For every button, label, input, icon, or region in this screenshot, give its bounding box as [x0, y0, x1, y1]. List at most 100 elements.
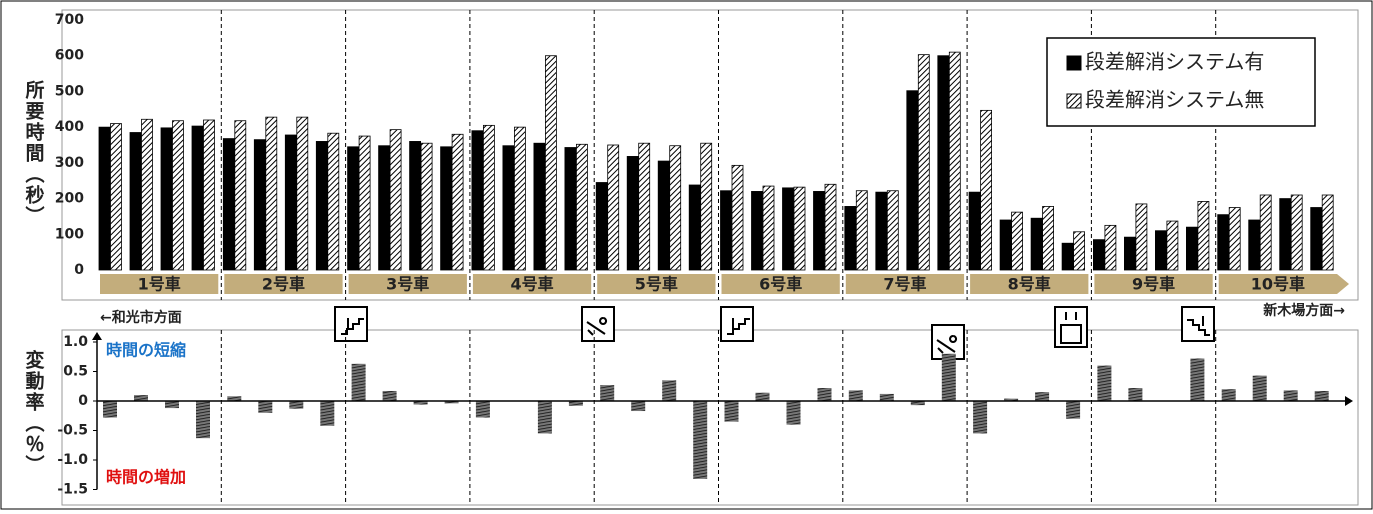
bar: [941, 353, 956, 401]
bar: [631, 401, 646, 412]
bar: [720, 190, 732, 271]
bar: [1004, 398, 1019, 401]
annotation: 時間の増加: [106, 468, 186, 487]
bar: [1248, 219, 1261, 271]
bar: [129, 132, 142, 271]
bar: [413, 401, 428, 405]
bar: [1093, 239, 1105, 271]
bar: [724, 401, 739, 422]
axis-arrow: [92, 332, 102, 340]
bar: [848, 390, 863, 401]
bar: [855, 190, 868, 271]
bar: [172, 120, 184, 271]
bar: [265, 116, 278, 271]
bottom-panel: [61, 329, 1359, 506]
bar: [409, 141, 422, 271]
axis-arrow: [1345, 396, 1353, 406]
bar: [1279, 198, 1292, 271]
bar: [222, 138, 235, 271]
bar: [595, 182, 608, 271]
y-tick-label: 0: [78, 393, 88, 409]
car-band: [348, 274, 467, 294]
bar: [817, 388, 832, 401]
car-band: [224, 274, 343, 294]
y-tick-label: 0.5: [63, 364, 88, 380]
bar: [1124, 236, 1136, 271]
bar: [793, 186, 806, 271]
bar: [227, 396, 242, 401]
car-label: 2号車: [262, 275, 305, 294]
bar: [973, 401, 988, 434]
y-tick-label: 100: [55, 226, 84, 242]
icons: [334, 306, 1215, 360]
bar: [1097, 365, 1112, 401]
bar: [999, 219, 1012, 271]
legend-swatch: [1066, 93, 1082, 109]
bar: [378, 145, 391, 271]
bar: [917, 54, 930, 271]
y-tick-label: 0: [74, 262, 84, 278]
bar: [731, 164, 744, 271]
bar: [1321, 194, 1334, 271]
car-band: [970, 274, 1089, 294]
bar: [879, 393, 894, 401]
bar: [910, 401, 925, 406]
car-band: [597, 274, 716, 294]
bar: [875, 191, 888, 271]
car-band: [845, 274, 965, 294]
bar: [886, 190, 899, 271]
y-tick-label: -1.5: [57, 482, 88, 498]
bar: [475, 401, 490, 418]
bar: [937, 55, 950, 271]
bar: [824, 183, 837, 271]
y-axis-title: 所要時間（秒）: [23, 80, 45, 227]
bar: [514, 126, 526, 271]
bar: [564, 147, 577, 271]
car-band: [472, 274, 592, 294]
legend-label: 段差解消システム無: [1085, 88, 1264, 112]
bar: [502, 145, 515, 271]
y-tick-label: 600: [55, 48, 84, 64]
bar: [1061, 242, 1074, 271]
bar: [258, 401, 273, 413]
y-tick-label: 200: [55, 191, 84, 207]
bar: [1128, 388, 1143, 401]
bar: [657, 160, 670, 271]
bar: [813, 191, 825, 271]
annotation: 時間の短縮: [106, 341, 186, 360]
top-panel: [61, 9, 1359, 301]
bar: [1166, 220, 1179, 271]
car-label: 9号車: [1132, 275, 1175, 294]
y-tick-label: 300: [55, 155, 84, 171]
bar: [1104, 224, 1117, 271]
y-tick-label: 1.0: [63, 334, 88, 350]
bar: [980, 109, 992, 271]
bar: [1030, 217, 1043, 271]
bar: [1035, 392, 1050, 401]
car-band: [100, 274, 219, 294]
bar: [1228, 207, 1241, 271]
bar: [444, 401, 459, 404]
bar: [451, 133, 464, 271]
bar: [440, 146, 453, 271]
car-label: 8号車: [1008, 275, 1051, 294]
bar: [1073, 231, 1085, 271]
car-band: [721, 274, 840, 294]
bar: [98, 126, 111, 271]
bar: [1259, 194, 1272, 271]
y-tick-label: 700: [55, 12, 84, 28]
bar: [165, 401, 179, 409]
car-label: 5号車: [635, 275, 678, 294]
bar: [662, 380, 677, 401]
car-band: [1094, 274, 1213, 294]
bar: [284, 134, 297, 271]
y-tick-label: -0.5: [57, 423, 88, 439]
bar: [253, 139, 266, 271]
bar: [358, 135, 371, 271]
bar: [1283, 390, 1298, 401]
bar: [755, 392, 770, 401]
bar: [471, 130, 484, 271]
bar: [786, 401, 801, 425]
